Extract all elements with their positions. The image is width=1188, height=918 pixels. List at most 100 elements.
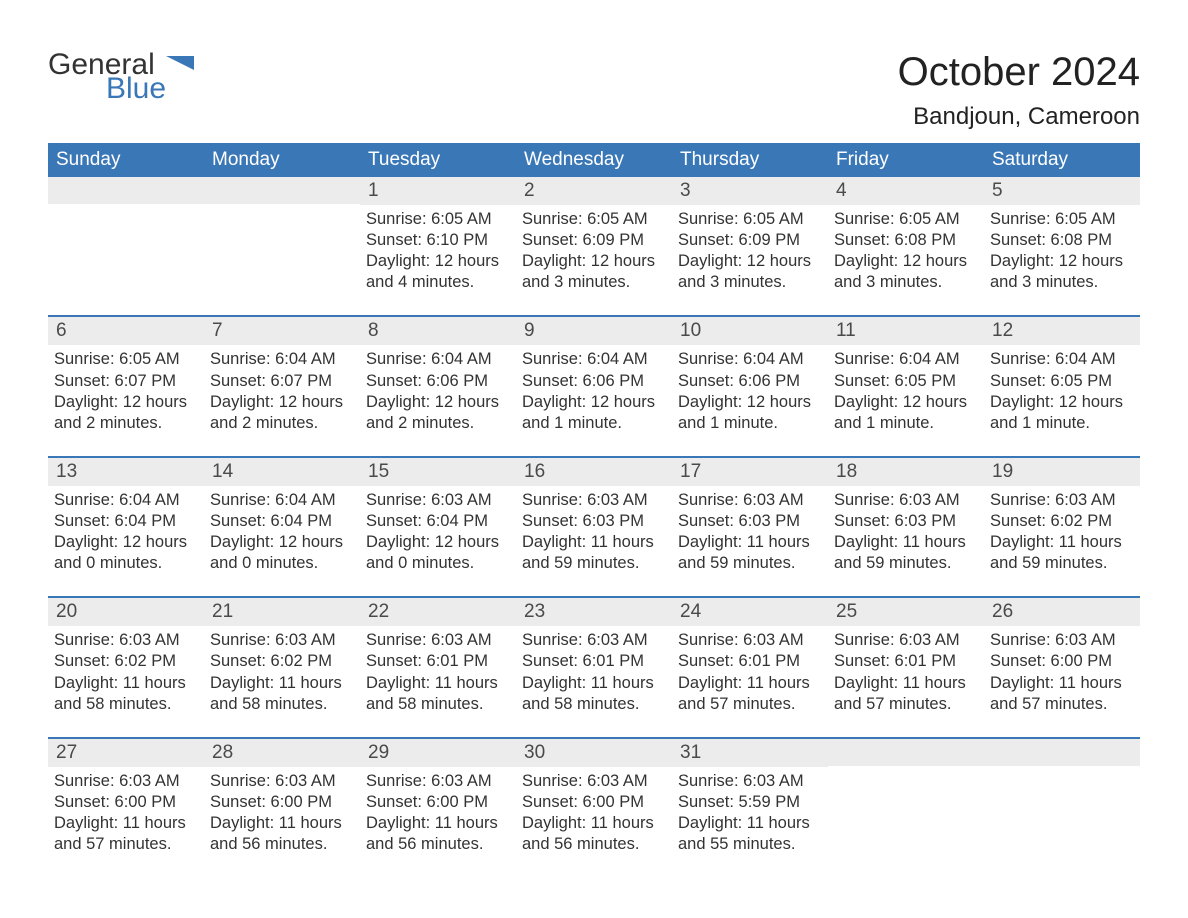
day-details: Sunrise: 6:04 AMSunset: 6:04 PMDaylight:… — [50, 490, 198, 574]
day-number: 11 — [836, 320, 856, 341]
sunset-text: Sunset: 6:04 PM — [366, 511, 510, 532]
sunset-text: Sunset: 6:03 PM — [522, 511, 666, 532]
sunset-text: Sunset: 6:05 PM — [990, 371, 1134, 392]
sunset-text: Sunset: 6:02 PM — [54, 651, 198, 672]
day-number-bar: 13 — [48, 458, 204, 486]
day-number-bar: 16 — [516, 458, 672, 486]
sunrise-text: Sunrise: 6:05 AM — [54, 349, 198, 370]
day-header-tue: Tuesday — [360, 143, 516, 177]
day-cell — [984, 739, 1140, 859]
day-details: Sunrise: 6:03 AMSunset: 6:03 PMDaylight:… — [518, 490, 666, 574]
day-header-wed: Wednesday — [516, 143, 672, 177]
week-row: 1Sunrise: 6:05 AMSunset: 6:10 PMDaylight… — [48, 177, 1140, 297]
day-cell: 19Sunrise: 6:03 AMSunset: 6:02 PMDayligh… — [984, 458, 1140, 578]
day-number: 15 — [368, 461, 389, 482]
sunrise-text: Sunrise: 6:04 AM — [678, 349, 822, 370]
day-details: Sunrise: 6:03 AMSunset: 6:02 PMDaylight:… — [206, 630, 354, 714]
empty-day-bar — [48, 177, 204, 204]
daylight-text: Daylight: 11 hours and 56 minutes. — [366, 813, 510, 855]
day-details: Sunrise: 6:04 AMSunset: 6:06 PMDaylight:… — [362, 349, 510, 433]
day-number: 28 — [212, 742, 233, 763]
day-details: Sunrise: 6:05 AMSunset: 6:08 PMDaylight:… — [986, 209, 1134, 293]
day-details: Sunrise: 6:03 AMSunset: 6:02 PMDaylight:… — [50, 630, 198, 714]
day-details: Sunrise: 6:03 AMSunset: 5:59 PMDaylight:… — [674, 771, 822, 855]
day-number: 29 — [368, 742, 389, 763]
day-number-bar: 10 — [672, 317, 828, 345]
day-number-bar: 9 — [516, 317, 672, 345]
day-number-bar: 4 — [828, 177, 984, 205]
sunset-text: Sunset: 6:06 PM — [522, 371, 666, 392]
daylight-text: Daylight: 12 hours and 4 minutes. — [366, 251, 510, 293]
sunrise-text: Sunrise: 6:03 AM — [366, 630, 510, 651]
day-number-bar: 20 — [48, 598, 204, 626]
day-cell: 17Sunrise: 6:03 AMSunset: 6:03 PMDayligh… — [672, 458, 828, 578]
daylight-text: Daylight: 12 hours and 1 minute. — [522, 392, 666, 434]
day-number: 16 — [524, 461, 545, 482]
daylight-text: Daylight: 12 hours and 2 minutes. — [210, 392, 354, 434]
sunset-text: Sunset: 6:00 PM — [210, 792, 354, 813]
sunrise-text: Sunrise: 6:04 AM — [210, 490, 354, 511]
sunset-text: Sunset: 6:01 PM — [522, 651, 666, 672]
day-number-bar: 24 — [672, 598, 828, 626]
daylight-text: Daylight: 11 hours and 58 minutes. — [210, 673, 354, 715]
day-number: 18 — [836, 461, 857, 482]
daylight-text: Daylight: 12 hours and 1 minute. — [990, 392, 1134, 434]
day-number-bar: 19 — [984, 458, 1140, 486]
sunset-text: Sunset: 6:00 PM — [54, 792, 198, 813]
day-cell: 11Sunrise: 6:04 AMSunset: 6:05 PMDayligh… — [828, 317, 984, 437]
month-title: October 2024 — [898, 50, 1140, 95]
day-number: 7 — [212, 320, 223, 341]
day-details: Sunrise: 6:03 AMSunset: 6:01 PMDaylight:… — [830, 630, 978, 714]
daylight-text: Daylight: 11 hours and 57 minutes. — [54, 813, 198, 855]
day-number-bar: 31 — [672, 739, 828, 767]
day-number-bar: 15 — [360, 458, 516, 486]
day-number-bar: 22 — [360, 598, 516, 626]
day-cell: 28Sunrise: 6:03 AMSunset: 6:00 PMDayligh… — [204, 739, 360, 859]
sunrise-text: Sunrise: 6:04 AM — [210, 349, 354, 370]
daylight-text: Daylight: 11 hours and 59 minutes. — [990, 532, 1134, 574]
day-details: Sunrise: 6:03 AMSunset: 6:01 PMDaylight:… — [674, 630, 822, 714]
day-details: Sunrise: 6:03 AMSunset: 6:01 PMDaylight:… — [362, 630, 510, 714]
sunset-text: Sunset: 6:07 PM — [54, 371, 198, 392]
day-header-mon: Monday — [204, 143, 360, 177]
day-cell: 4Sunrise: 6:05 AMSunset: 6:08 PMDaylight… — [828, 177, 984, 297]
day-details: Sunrise: 6:05 AMSunset: 6:09 PMDaylight:… — [674, 209, 822, 293]
sunset-text: Sunset: 6:00 PM — [366, 792, 510, 813]
day-cell: 6Sunrise: 6:05 AMSunset: 6:07 PMDaylight… — [48, 317, 204, 437]
daylight-text: Daylight: 12 hours and 3 minutes. — [834, 251, 978, 293]
day-number-bar: 17 — [672, 458, 828, 486]
day-header-sat: Saturday — [984, 143, 1140, 177]
daylight-text: Daylight: 11 hours and 57 minutes. — [990, 673, 1134, 715]
daylight-text: Daylight: 11 hours and 58 minutes. — [366, 673, 510, 715]
day-details: Sunrise: 6:03 AMSunset: 6:00 PMDaylight:… — [50, 771, 198, 855]
sunset-text: Sunset: 6:04 PM — [210, 511, 354, 532]
day-number: 31 — [680, 742, 701, 763]
day-number-bar: 27 — [48, 739, 204, 767]
sunrise-text: Sunrise: 6:04 AM — [990, 349, 1134, 370]
sunrise-text: Sunrise: 6:04 AM — [522, 349, 666, 370]
day-cell: 10 Sunrise: 6:04 AMSunset: 6:06 PMDayligh… — [672, 317, 828, 437]
day-number: 12 — [992, 320, 1013, 341]
sunrise-text: Sunrise: 6:03 AM — [522, 630, 666, 651]
sunset-text: Sunset: 6:03 PM — [678, 511, 822, 532]
daylight-text: Daylight: 12 hours and 0 minutes. — [54, 532, 198, 574]
day-number-bar: 18 — [828, 458, 984, 486]
day-number: 3 — [680, 180, 691, 201]
day-cell: 14Sunrise: 6:04 AMSunset: 6:04 PMDayligh… — [204, 458, 360, 578]
day-cell: 22 Sunrise: 6:03 AMSunset: 6:01 PMDayligh… — [360, 598, 516, 718]
day-cell: 24 Sunrise: 6:03 AMSunset: 6:01 PMDayligh… — [672, 598, 828, 718]
sunset-text: Sunset: 6:01 PM — [366, 651, 510, 672]
daylight-text: Daylight: 11 hours and 56 minutes. — [210, 813, 354, 855]
day-number: 9 — [524, 320, 535, 341]
sunrise-text: Sunrise: 6:03 AM — [210, 630, 354, 651]
sunset-text: Sunset: 5:59 PM — [678, 792, 822, 813]
day-number-bar: 1 — [360, 177, 516, 205]
sunrise-text: Sunrise: 6:03 AM — [54, 771, 198, 792]
day-number-bar: 28 — [204, 739, 360, 767]
sunrise-text: Sunrise: 6:04 AM — [366, 349, 510, 370]
logo-blue-text: Blue — [106, 74, 166, 104]
day-cell: 7Sunrise: 6:04 AMSunset: 6:07 PMDaylight… — [204, 317, 360, 437]
day-cell: 2Sunrise: 6:05 AMSunset: 6:09 PMDaylight… — [516, 177, 672, 297]
day-number: 21 — [212, 601, 233, 622]
day-details: Sunrise: 6:04 AMSunset: 6:06 PMDaylight:… — [674, 349, 822, 433]
